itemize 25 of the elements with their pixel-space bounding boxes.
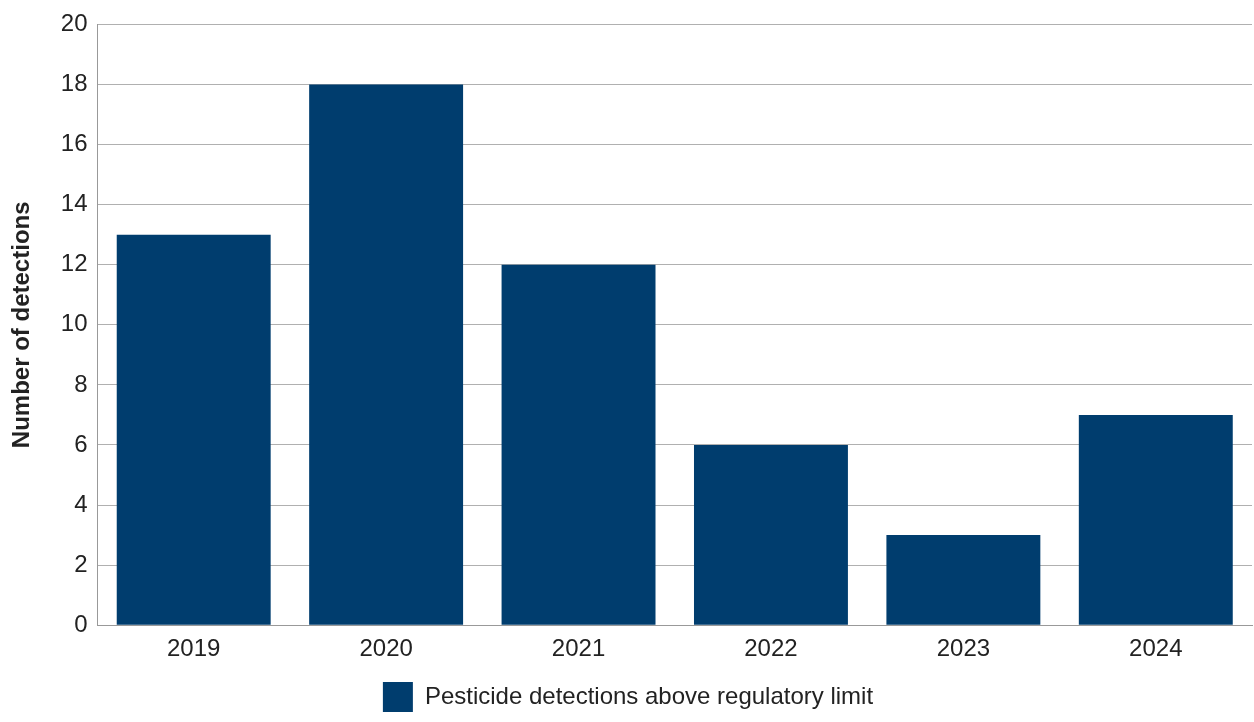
x-tick-label: 2023 — [936, 634, 991, 662]
x-tick-label: 2019 — [167, 634, 221, 662]
y-tick-label: 0 — [74, 609, 88, 637]
x-tick-label: 2024 — [1129, 634, 1183, 662]
y-tick-label: 10 — [60, 309, 88, 337]
x-tick-label: 2021 — [551, 634, 606, 662]
bar — [501, 264, 656, 625]
y-axis-title: Number of detections — [7, 201, 35, 449]
bar — [886, 535, 1041, 625]
x-tick-label: 2022 — [744, 634, 798, 662]
y-tick-label: 20 — [60, 9, 88, 37]
y-tick-label: 18 — [60, 69, 88, 97]
x-tick-label: 2020 — [359, 634, 413, 662]
y-tick-label: 14 — [60, 189, 88, 217]
bar — [116, 234, 271, 625]
y-tick-label: 12 — [60, 249, 88, 277]
y-tick-label: 16 — [60, 129, 88, 157]
bar — [1078, 414, 1233, 625]
y-tick-label: 2 — [74, 549, 88, 577]
y-tick-label: 8 — [74, 369, 88, 397]
bar — [693, 444, 848, 625]
legend-label: Pesticide detections above regulatory limit — [424, 681, 874, 709]
y-tick-label: 6 — [74, 429, 88, 457]
y-tick-label: 4 — [74, 489, 88, 517]
bar — [309, 84, 464, 625]
